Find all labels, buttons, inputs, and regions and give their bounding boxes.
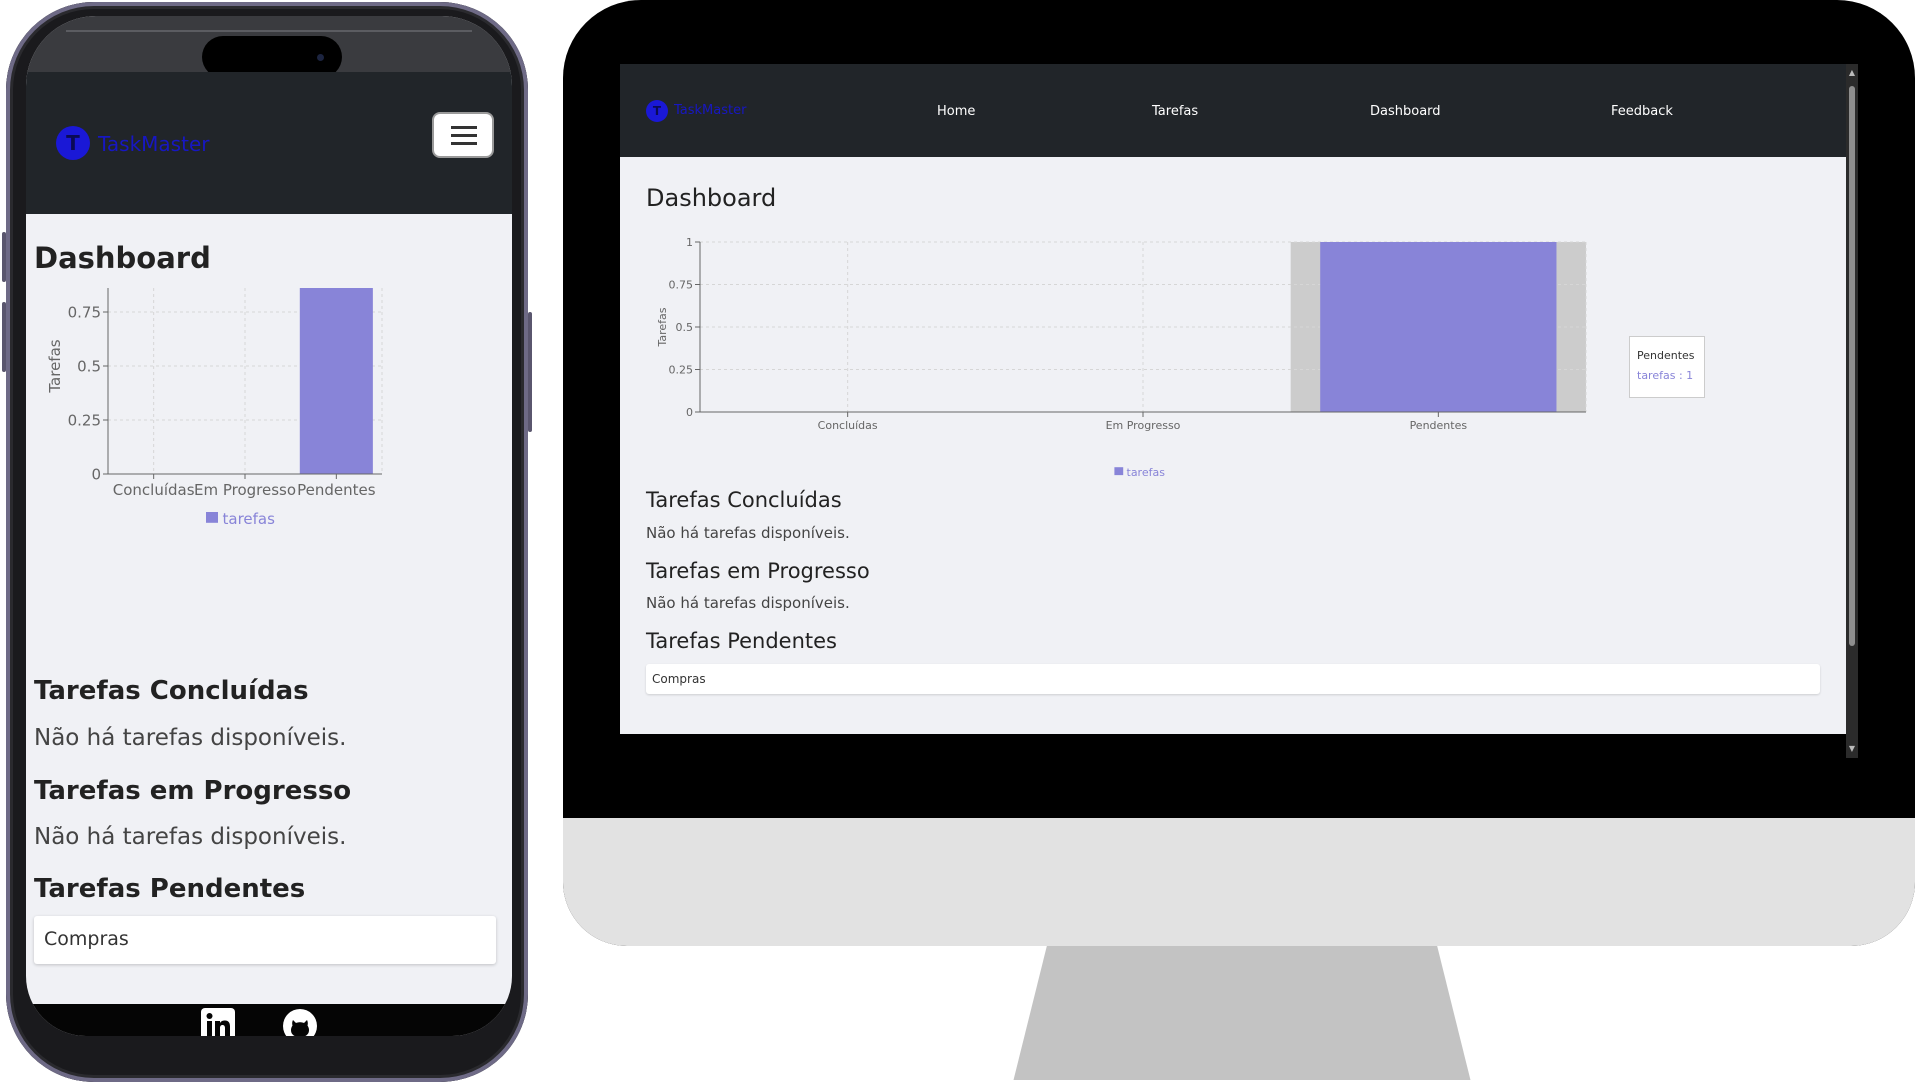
- x-tick-label: Em Progresso: [1106, 419, 1181, 432]
- x-tick-label: Pendentes: [1410, 419, 1468, 432]
- monitor-chin: [563, 818, 1915, 946]
- tooltip-title: Pendentes: [1637, 349, 1695, 362]
- page-title: Dashboard: [34, 241, 211, 275]
- x-tick-label: Em Progresso: [194, 481, 296, 499]
- empty-text-progresso: Não há tarefas disponíveis.: [646, 594, 850, 612]
- y-tick-label: 0: [91, 465, 101, 483]
- bar-pendentes: [299, 288, 373, 474]
- x-tick-label: Concluídas: [113, 481, 195, 499]
- y-tick-label: 0.25: [669, 363, 694, 376]
- logo-icon[interactable]: T: [56, 126, 90, 160]
- y-tick-label: 0.5: [676, 321, 694, 334]
- tooltip-value: tarefas : 1: [1637, 369, 1694, 382]
- phone-mockup: T TaskMaster Dashboard 00.250.50.751Conc…: [2, 2, 532, 1082]
- section-heading-concluidas: Tarefas Concluídas: [34, 676, 309, 706]
- nav-dashboard[interactable]: Dashboard: [1370, 104, 1441, 119]
- y-axis-label: Tarefas: [46, 339, 64, 393]
- status-bar-line: [66, 30, 472, 32]
- y-axis-label: Tarefas: [656, 307, 669, 347]
- phone-screen: T TaskMaster Dashboard 00.250.50.751Conc…: [26, 16, 512, 1036]
- section-heading-pendentes: Tarefas Pendentes: [646, 629, 837, 653]
- empty-text-concluidas: Não há tarefas disponíveis.: [646, 524, 850, 542]
- legend-swatch: [206, 512, 218, 523]
- y-tick-label: 0.25: [68, 411, 101, 429]
- camera-dot: [317, 54, 324, 61]
- phone-side-button: [2, 232, 6, 282]
- x-tick-label: Concluídas: [818, 419, 878, 432]
- dynamic-island: [202, 36, 342, 78]
- logo-icon[interactable]: T: [646, 100, 668, 122]
- list-item[interactable]: Compras: [646, 664, 1820, 694]
- monitor-bar-chart: 0 0.25 0.5 0.75 1 Concluídas Em Progresso Pende…: [656, 236, 1587, 479]
- monitor-screen: T TaskMaster Home Tarefas Dashboard Feed…: [620, 64, 1858, 758]
- list-item[interactable]: Compras: [34, 916, 496, 964]
- hamburger-icon: [451, 126, 477, 129]
- footer: [620, 734, 1846, 758]
- footer: [26, 1004, 512, 1036]
- y-tick-label: 0.75: [68, 303, 101, 321]
- navbar: T TaskMaster: [26, 72, 512, 214]
- monitor-stand: [1013, 946, 1471, 1080]
- list-item-label: Compras: [44, 928, 129, 950]
- y-tick-label: 0.5: [77, 357, 101, 375]
- empty-text-concluidas: Não há tarefas disponíveis.: [34, 725, 347, 751]
- legend-label: tarefas: [223, 510, 276, 528]
- legend-label: tarefas: [1127, 466, 1166, 479]
- y-tick-label: 0.75: [669, 278, 694, 291]
- hamburger-icon: [451, 134, 477, 137]
- scroll-down-icon[interactable]: ▼: [1848, 744, 1856, 753]
- section-heading-progresso: Tarefas em Progresso: [646, 559, 870, 583]
- section-heading-concluidas: Tarefas Concluídas: [646, 488, 842, 512]
- nav-home[interactable]: Home: [937, 104, 976, 119]
- section-heading-pendentes: Tarefas Pendentes: [34, 874, 306, 904]
- empty-text-progresso: Não há tarefas disponíveis.: [34, 824, 347, 850]
- x-tick-label: Pendentes: [297, 481, 376, 499]
- section-heading-progresso: Tarefas em Progresso: [34, 776, 352, 806]
- hamburger-menu-button[interactable]: [432, 112, 494, 158]
- legend-swatch: [1114, 467, 1124, 476]
- y-tick-label: 0: [686, 406, 693, 419]
- phone-side-button: [2, 302, 6, 372]
- linkedin-icon[interactable]: [201, 1008, 235, 1036]
- brand-name[interactable]: TaskMaster: [98, 132, 210, 156]
- brand-name[interactable]: TaskMaster: [674, 103, 747, 118]
- phone-side-button: [528, 312, 532, 432]
- nav-feedback[interactable]: Feedback: [1611, 104, 1673, 119]
- nav-tarefas[interactable]: Tarefas: [1152, 104, 1199, 119]
- scroll-up-icon[interactable]: ▲: [1848, 68, 1856, 77]
- hamburger-icon: [451, 142, 477, 145]
- page-title: Dashboard: [646, 184, 777, 212]
- y-tick-label: 1: [686, 236, 693, 249]
- bar-pendentes: [1320, 242, 1557, 412]
- scroll-thumb[interactable]: [1849, 86, 1855, 646]
- list-item-label: Compras: [652, 672, 706, 686]
- vertical-scrollbar[interactable]: ▲ ▼: [1846, 64, 1858, 758]
- chart-tooltip: Pendentes tarefas : 1: [1629, 336, 1705, 398]
- github-icon[interactable]: [282, 1008, 318, 1036]
- navbar: T TaskMaster Home Tarefas Dashboard Feed…: [620, 64, 1846, 157]
